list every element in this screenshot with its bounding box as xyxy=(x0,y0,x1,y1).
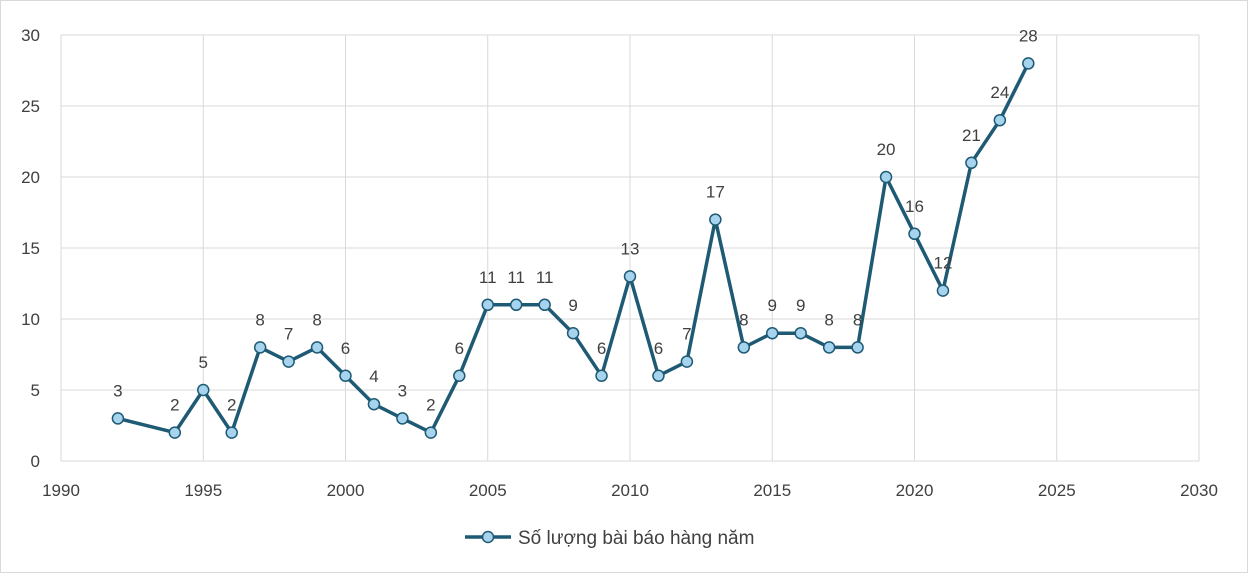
data-point xyxy=(111,412,125,425)
data-label: 6 xyxy=(654,339,663,358)
data-label: 20 xyxy=(877,140,896,159)
y-tick-label: 0 xyxy=(31,452,40,471)
data-label: 17 xyxy=(706,183,725,202)
data-point xyxy=(709,213,722,226)
data-label: 21 xyxy=(962,126,981,145)
data-point xyxy=(652,369,665,383)
legend: Số lượng bài báo hàng năm xyxy=(465,528,754,549)
data-point xyxy=(566,326,580,340)
x-tick-label: 2005 xyxy=(469,481,507,500)
data-point xyxy=(623,270,637,283)
x-tick-label: 2020 xyxy=(896,481,934,500)
data-point xyxy=(908,227,921,241)
data-point xyxy=(168,426,182,439)
data-label: 8 xyxy=(255,310,264,329)
data-label: 8 xyxy=(312,310,321,329)
data-point xyxy=(282,355,295,368)
data-point xyxy=(737,341,751,354)
data-label: 24 xyxy=(990,83,1009,102)
data-point xyxy=(879,170,893,184)
data-label: 3 xyxy=(113,381,122,400)
data-label: 8 xyxy=(853,310,862,329)
x-tick-label: 1995 xyxy=(184,481,222,500)
data-point xyxy=(481,298,494,312)
data-point xyxy=(680,355,694,368)
data-label: 4 xyxy=(369,367,378,386)
x-tick-label: 2030 xyxy=(1180,481,1218,500)
data-point xyxy=(1022,57,1035,70)
y-tick-label: 25 xyxy=(21,97,40,116)
data-point xyxy=(424,426,438,439)
data-point xyxy=(225,426,238,439)
data-label: 8 xyxy=(824,310,833,329)
data-label: 2 xyxy=(227,396,236,415)
data-point xyxy=(936,284,950,297)
data-label: 28 xyxy=(1019,26,1038,45)
x-tick-label: 2025 xyxy=(1038,481,1076,500)
data-label: 9 xyxy=(768,296,777,315)
data-label: 2 xyxy=(426,396,435,415)
data-point xyxy=(766,326,779,340)
data-point xyxy=(367,397,381,411)
data-point xyxy=(822,341,836,354)
data-label: 7 xyxy=(682,325,691,344)
data-point xyxy=(794,326,807,340)
data-label: 7 xyxy=(284,325,293,344)
data-label: 13 xyxy=(621,239,640,258)
x-tick-label: 2015 xyxy=(753,481,791,500)
data-label: 6 xyxy=(455,339,464,358)
data-point xyxy=(595,369,608,383)
data-point xyxy=(453,369,466,383)
data-point xyxy=(197,383,210,397)
data-point xyxy=(396,412,409,425)
data-label: 11 xyxy=(507,268,525,287)
y-tick-label: 15 xyxy=(21,239,40,258)
data-point xyxy=(538,298,551,312)
data-point xyxy=(509,298,523,312)
data-label: 6 xyxy=(341,339,350,358)
data-point xyxy=(965,156,978,170)
legend-marker-icon xyxy=(481,530,495,544)
data-label: 11 xyxy=(536,268,554,287)
gridlines xyxy=(60,34,1200,462)
data-label: 12 xyxy=(933,254,952,273)
data-point xyxy=(310,341,324,354)
x-tick-label: 2000 xyxy=(327,481,365,500)
data-label: 6 xyxy=(597,339,606,358)
data-label: 2 xyxy=(170,396,179,415)
data-label: 11 xyxy=(479,268,497,287)
x-tick-label: 1990 xyxy=(42,481,80,500)
data-point xyxy=(993,113,1007,127)
x-tick-label: 2010 xyxy=(611,481,649,500)
y-tick-label: 5 xyxy=(31,381,40,400)
y-tick-label: 30 xyxy=(21,26,40,45)
data-point xyxy=(253,341,267,354)
y-tick-label: 20 xyxy=(21,168,40,187)
data-label: 8 xyxy=(739,310,748,329)
data-label: 16 xyxy=(905,197,924,216)
data-label: 9 xyxy=(796,296,805,315)
data-point xyxy=(339,369,352,383)
legend-label: Số lượng bài báo hàng năm xyxy=(518,528,754,549)
y-tick-label: 10 xyxy=(21,310,40,329)
data-point xyxy=(851,341,864,354)
data-label: 3 xyxy=(398,381,407,400)
data-label: 9 xyxy=(568,296,577,315)
data-label: 5 xyxy=(199,353,208,372)
series-layer xyxy=(111,57,1035,439)
